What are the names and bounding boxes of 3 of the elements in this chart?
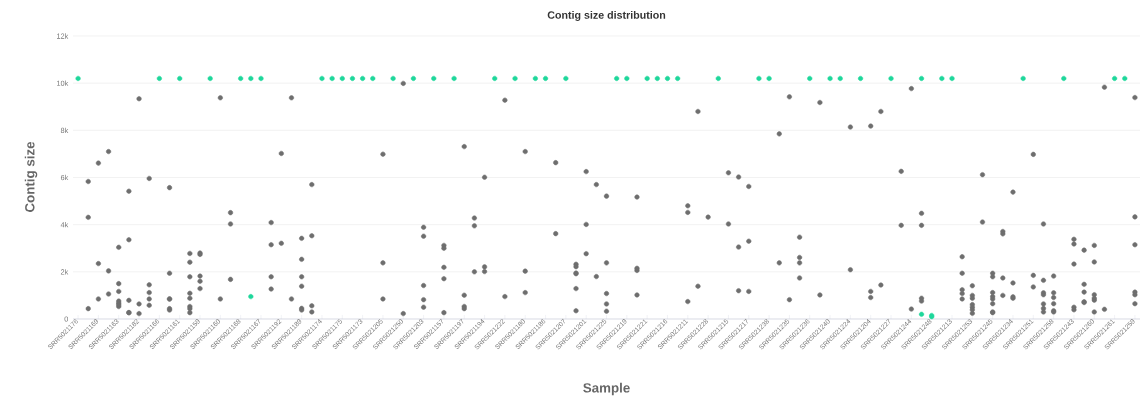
chart-title: Contig size distribution [547, 10, 666, 21]
x-axis-title: Sample [583, 382, 630, 396]
y-axis-title: Contig size [24, 141, 38, 213]
